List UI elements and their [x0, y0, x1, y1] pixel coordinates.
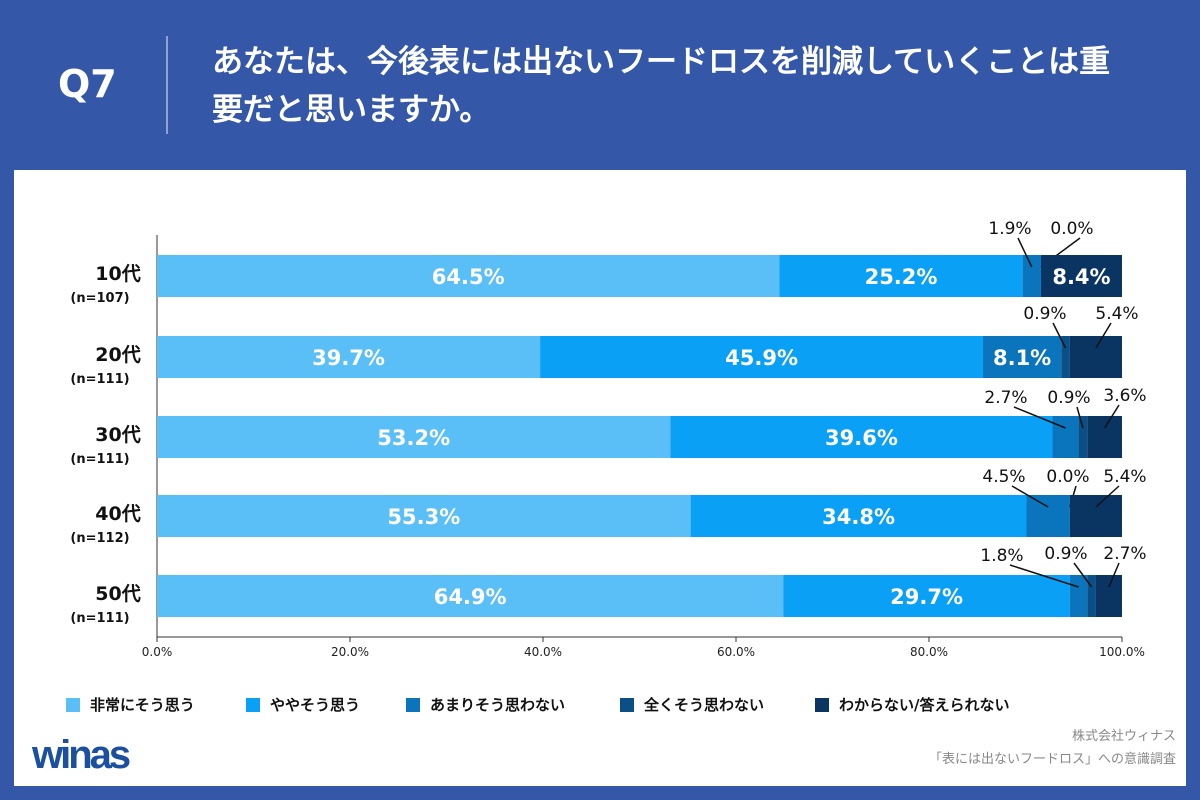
legend-swatch	[620, 697, 634, 712]
data-label: 39.7%	[312, 346, 385, 370]
data-label: 34.8%	[822, 505, 895, 529]
data-label: 3.6%	[1103, 386, 1146, 406]
bar-segment	[157, 255, 780, 297]
category-n: (n=107)	[70, 291, 129, 306]
legend-item: ややそう思う	[246, 694, 360, 715]
bar-segment	[1040, 255, 1122, 297]
bar-segment	[1087, 575, 1096, 617]
bar-segment	[690, 495, 1027, 537]
x-tick-label: 60.0%	[717, 645, 755, 659]
data-label: 0.9%	[1044, 544, 1087, 564]
bar-segment	[1061, 336, 1070, 378]
question-title: あなたは、今後表には出ないフードロスを削減していくことは重要だと思いますか。	[212, 44, 1111, 128]
data-label: 2.7%	[1103, 544, 1146, 564]
x-tick-label: 20.0%	[331, 645, 369, 659]
category-label: 30代	[95, 424, 140, 446]
survey-name: 「表には出ないフードロス」への意識調査	[928, 752, 1176, 767]
leader-line	[1095, 485, 1120, 508]
category-n: (n=112)	[70, 531, 129, 546]
data-label: 55.3%	[387, 505, 460, 529]
legend-swatch	[406, 697, 420, 712]
bar-segment	[1078, 416, 1088, 458]
category-n: (n=111)	[70, 372, 129, 387]
leader-line	[1073, 562, 1093, 588]
data-label: 8.1%	[993, 346, 1051, 370]
category-label: 40代	[95, 503, 140, 525]
bar-segment	[1069, 495, 1122, 537]
winas-logo: winas	[32, 733, 131, 777]
legend-label: 全くそう思わない	[644, 696, 765, 714]
leader-line	[1076, 406, 1084, 429]
leader-line	[1013, 406, 1066, 429]
legend-item: 非常にそう思う	[66, 694, 195, 715]
data-label: 5.4%	[1103, 467, 1146, 487]
leader-line	[1009, 564, 1079, 588]
data-label: 0.0%	[1046, 467, 1089, 487]
x-tick-label: 80.0%	[910, 645, 948, 659]
x-tick-label: 40.0%	[524, 645, 562, 659]
legend-swatch	[66, 697, 80, 712]
data-label: 64.9%	[434, 585, 507, 609]
legend-label: あまりそう思わない	[430, 696, 566, 714]
header-divider	[166, 36, 168, 134]
bar-segment	[157, 416, 671, 458]
data-label: 5.4%	[1095, 304, 1138, 324]
data-label: 25.2%	[865, 265, 938, 289]
bar-segment	[983, 336, 1062, 378]
data-label: 39.6%	[825, 426, 898, 450]
bar-segment	[783, 575, 1070, 617]
bar-segment	[1026, 495, 1070, 537]
data-label: 1.8%	[980, 546, 1023, 566]
legend-label: 非常にそう思う	[90, 696, 195, 714]
leader-line	[1052, 322, 1067, 349]
legend-item: あまりそう思わない	[406, 694, 565, 715]
bar-segment	[1069, 575, 1088, 617]
bar-segment	[1052, 416, 1079, 458]
bar-segment	[1069, 336, 1122, 378]
leader-line	[1011, 485, 1049, 508]
legend-label: わからない/答えられない	[839, 696, 1010, 714]
category-label: 10代	[95, 263, 140, 285]
data-label: 53.2%	[377, 426, 450, 450]
x-tick-label: 0.0%	[142, 645, 173, 659]
bar-segment	[157, 336, 541, 378]
data-label: 0.9%	[1047, 388, 1090, 408]
category-n: (n=111)	[70, 452, 129, 467]
data-label: 8.4%	[1052, 265, 1110, 289]
data-label: 64.5%	[432, 265, 505, 289]
bar-segment	[157, 575, 784, 617]
legend-item: 全くそう思わない	[620, 694, 764, 715]
bar-segment	[779, 255, 1023, 297]
data-label: 4.5%	[982, 467, 1025, 487]
leader-line	[1095, 322, 1112, 349]
category-label: 20代	[95, 344, 140, 366]
data-label: 0.0%	[1050, 219, 1093, 239]
bar-segment	[1087, 416, 1122, 458]
x-tick-label: 100.0%	[1099, 645, 1145, 659]
data-label: 45.9%	[725, 346, 798, 370]
leader-line	[1108, 562, 1120, 588]
question-number: Q7	[58, 62, 117, 106]
leader-line	[1017, 237, 1033, 268]
data-label: 29.7%	[890, 585, 963, 609]
bar-segment	[670, 416, 1053, 458]
bar-segment	[540, 336, 984, 378]
category-label: 50代	[95, 583, 140, 605]
category-n: (n=111)	[70, 611, 129, 626]
legend-item: わからない/答えられない	[815, 694, 1009, 715]
data-label: 0.9%	[1023, 304, 1066, 324]
company-name: 株式会社ウィナス	[1071, 729, 1176, 744]
data-label: 2.7%	[984, 388, 1027, 408]
bar-segment	[1095, 575, 1122, 617]
legend-swatch	[246, 697, 260, 712]
bar-segment	[157, 495, 691, 537]
legend-swatch	[815, 697, 829, 712]
data-label: 1.9%	[988, 219, 1031, 239]
bar-segment	[1022, 255, 1041, 297]
legend-label: ややそう思う	[270, 696, 361, 714]
leader-line	[1103, 404, 1120, 429]
